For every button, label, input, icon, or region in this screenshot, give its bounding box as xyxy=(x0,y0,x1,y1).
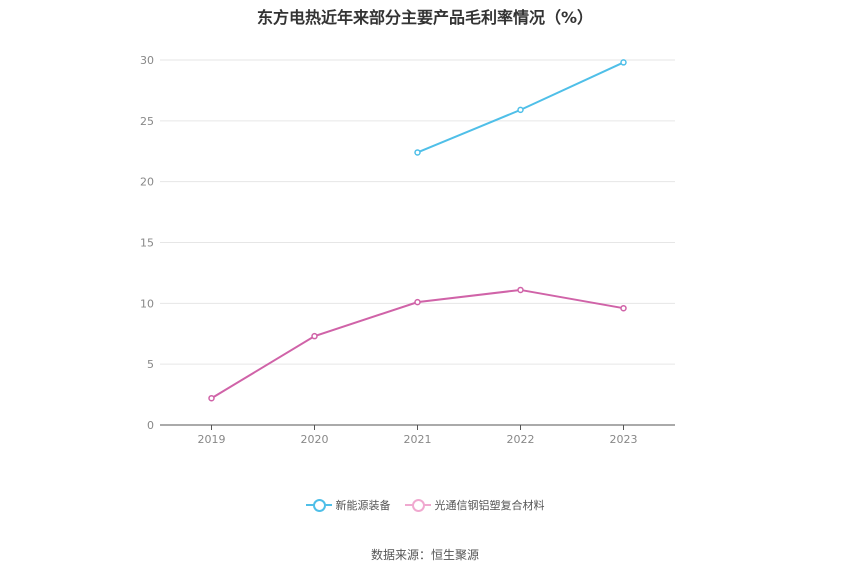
y-tick-label: 5 xyxy=(147,358,154,371)
data-point-series-2 xyxy=(208,394,215,402)
y-tick-label: 25 xyxy=(140,115,154,128)
data-point-series-2 xyxy=(620,304,627,312)
axes: 0 5 10 15 20 25 30 2019 2020 2021 2022 2023 xyxy=(140,54,675,446)
y-tick-label: 0 xyxy=(147,419,154,432)
series-line-2 xyxy=(210,288,624,400)
legend-item-series-1[interactable]: 新能源装备 xyxy=(305,497,391,513)
legend-label-series-2: 光通信钢铝塑复合材料 xyxy=(434,499,545,512)
data-source: 数据来源：恒生聚源 xyxy=(370,548,479,562)
y-tick-label: 15 xyxy=(140,237,154,250)
data-point-series-1 xyxy=(517,106,524,114)
data-point-series-2 xyxy=(517,286,524,294)
x-tick-label: 2019 xyxy=(198,433,226,446)
chart-title: 东方电热近年来部分主要产品毛利率情况（%） xyxy=(256,8,594,27)
legend-swatch-series-1 xyxy=(305,498,332,512)
legend-label-series-1: 新能源装备 xyxy=(335,499,391,512)
data-point-series-2 xyxy=(414,298,421,306)
legend: 新能源装备 光通信钢铝塑复合材料 xyxy=(0,497,850,513)
y-tick-label: 30 xyxy=(140,54,154,67)
data-point-series-2 xyxy=(311,332,318,340)
x-tick-label: 2023 xyxy=(610,433,638,446)
grid-lines xyxy=(160,59,675,365)
x-tick-label: 2022 xyxy=(507,433,535,446)
x-tick-label: 2020 xyxy=(301,433,329,446)
y-tick-label: 20 xyxy=(140,176,154,189)
x-tick-label: 2021 xyxy=(404,433,432,446)
data-point-series-1 xyxy=(414,149,421,156)
y-tick-label: 10 xyxy=(140,297,154,310)
legend-swatch-series-2 xyxy=(404,498,431,512)
legend-item-series-2[interactable]: 光通信钢铝塑复合材料 xyxy=(404,497,545,513)
series-layer xyxy=(208,59,627,402)
data-point-series-1 xyxy=(620,59,627,66)
